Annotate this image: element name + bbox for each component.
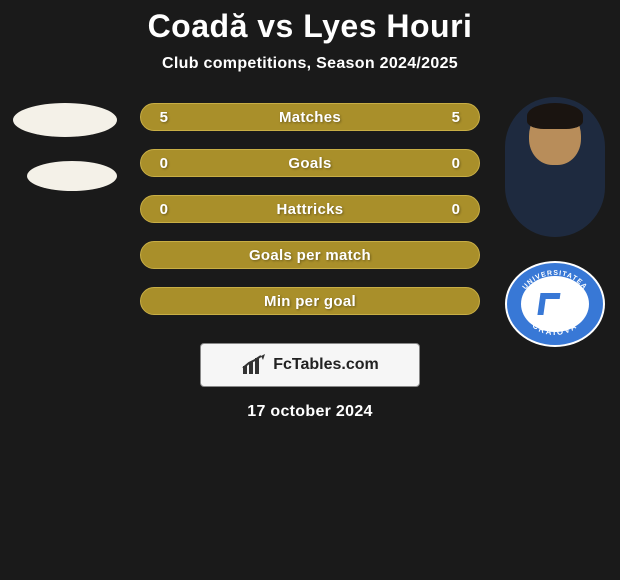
stat-row: Min per goal: [140, 287, 480, 315]
title-left-player: Coadă: [148, 8, 248, 44]
subtitle: Club competitions, Season 2024/2025: [0, 55, 620, 73]
right-club-badge: UNIVERSITATEA CRAIOVA: [505, 261, 605, 347]
stat-label: Hattricks: [173, 201, 447, 218]
page-title: Coadă vs Lyes Houri: [0, 0, 620, 45]
bar-chart-icon: [241, 354, 267, 376]
stat-label: Goals per match: [173, 247, 447, 264]
stat-label: Min per goal: [173, 293, 447, 310]
right-player-photo: [505, 97, 605, 237]
left-club-badge-placeholder: [27, 161, 117, 191]
stat-left-value: 0: [155, 201, 173, 218]
title-vs: vs: [257, 8, 294, 44]
stat-row: 0Goals0: [140, 149, 480, 177]
stat-label: Matches: [173, 109, 447, 126]
stat-label: Goals: [173, 155, 447, 172]
comparison-area: 5Matches50Goals00Hattricks0Goals per mat…: [0, 103, 620, 315]
stat-right-value: 0: [447, 155, 465, 172]
title-right-player: Lyes Houri: [303, 8, 472, 44]
stat-row: Goals per match: [140, 241, 480, 269]
date-text: 17 october 2024: [0, 403, 620, 421]
left-player-photo-placeholder: [13, 103, 117, 137]
stat-row: 0Hattricks0: [140, 195, 480, 223]
stat-rows: 5Matches50Goals00Hattricks0Goals per mat…: [140, 103, 480, 315]
stat-left-value: 0: [155, 155, 173, 172]
stat-right-value: 0: [447, 201, 465, 218]
right-player-column: UNIVERSITATEA CRAIOVA: [500, 97, 610, 347]
club-badge-icon: UNIVERSITATEA CRAIOVA: [505, 261, 605, 347]
left-player-column: [10, 103, 120, 191]
stat-left-value: 5: [155, 109, 173, 126]
watermark[interactable]: FcTables.com: [200, 343, 420, 387]
stat-row: 5Matches5: [140, 103, 480, 131]
stat-right-value: 5: [447, 109, 465, 126]
watermark-text: FcTables.com: [273, 356, 379, 374]
